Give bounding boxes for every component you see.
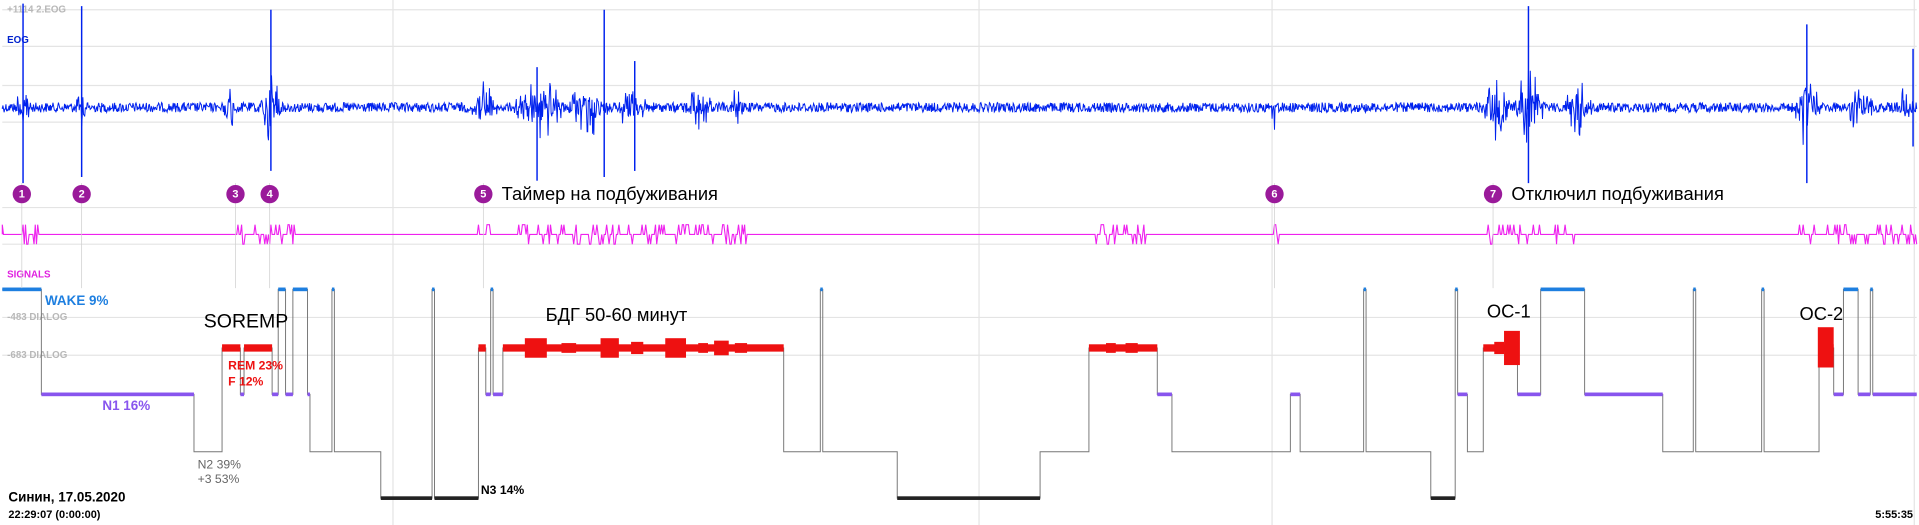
- stage-segment: [485, 392, 491, 397]
- stage-label: N3 14%: [481, 483, 525, 497]
- rem-block: [698, 343, 708, 353]
- stage-segment: [222, 344, 241, 352]
- start-time: 22:29:07 (0:00:00): [8, 509, 100, 521]
- stage-segment: [1858, 392, 1871, 397]
- marker-badge: [226, 184, 245, 204]
- stage-segment: [1457, 392, 1468, 397]
- channel-label: -683 DIALOG: [7, 350, 67, 361]
- annotation: SOREMP: [204, 310, 289, 332]
- stage-segment: [1761, 287, 1765, 292]
- rem-block: [1817, 327, 1834, 368]
- stage-segment: [380, 496, 433, 500]
- marker-badge: [260, 184, 279, 204]
- marker-badge: [474, 184, 493, 204]
- marker-number: 7: [1490, 189, 1496, 201]
- stage-segment: [820, 287, 823, 292]
- signal-trace: [1, 224, 1918, 245]
- stage-segment: [244, 344, 273, 352]
- marker-badge: [1265, 184, 1284, 204]
- stage-segment: [897, 496, 1041, 500]
- stage-label: +3 53%: [198, 472, 240, 486]
- rem-block: [1125, 343, 1138, 353]
- stage-label: N1 16%: [102, 398, 150, 413]
- eog-trace: [1, 3, 1918, 184]
- stage-segment: [1833, 392, 1844, 397]
- eog-line: [1, 70, 1918, 145]
- stage-segment: [331, 287, 335, 292]
- stage-label: N2 39%: [198, 457, 242, 471]
- stage-segment: [1693, 287, 1696, 292]
- stage-segment: [2, 287, 42, 292]
- stage-segment: [1872, 392, 1917, 397]
- rem-block: [524, 338, 547, 358]
- marker-label: Таймер на подбуживания: [502, 183, 718, 204]
- annotation: БДГ 50-60 минут: [546, 304, 688, 325]
- hypnogram: [2, 287, 1917, 500]
- annotation: ОС-2: [1800, 303, 1844, 324]
- stage-segment: [285, 392, 293, 397]
- marker-number: 2: [79, 189, 85, 201]
- stage-label: REM 23%: [228, 358, 283, 372]
- stage-segment: [1363, 287, 1367, 292]
- marker-badge: [1483, 184, 1503, 204]
- signal-line: [1, 224, 1918, 245]
- stage-segment: [1157, 392, 1172, 397]
- rem-block: [561, 343, 577, 353]
- stage-segment: [1290, 392, 1301, 397]
- marker-number: 1: [19, 189, 25, 201]
- stage-segment: [41, 392, 194, 397]
- stage-segment: [272, 392, 279, 397]
- stage-segment: [490, 287, 494, 292]
- stage-segment: [240, 392, 245, 397]
- marker-number: 4: [267, 189, 274, 201]
- stage-segment: [1430, 496, 1456, 500]
- end-time: 5:55:35: [1875, 509, 1913, 521]
- subject: Синин, 17.05.2020: [8, 490, 125, 505]
- stage-segment: [1088, 344, 1158, 352]
- stage-segment: [292, 287, 308, 292]
- marker-number: 3: [232, 189, 238, 201]
- rem-block: [665, 338, 687, 358]
- stage-segment: [307, 392, 310, 397]
- stage-segment: [1584, 392, 1663, 397]
- annotation: ОС-1: [1487, 300, 1531, 321]
- rem-block: [1494, 341, 1505, 355]
- stage-segment: [1455, 287, 1458, 292]
- rem-block: [1504, 330, 1520, 366]
- stage-segment: [493, 392, 503, 397]
- marker-badge: [12, 184, 31, 204]
- channel-label: +1114 2.EOG: [7, 4, 66, 15]
- rem-block: [600, 338, 619, 358]
- marker-number: 5: [480, 189, 486, 201]
- rem-block: [631, 341, 644, 355]
- marker-label: Отключил подбуживания: [1511, 183, 1724, 204]
- rem-block: [734, 343, 748, 353]
- stage-segment: [434, 496, 479, 500]
- stage-segment: [278, 287, 286, 292]
- channel-label: -483 DIALOG: [7, 312, 67, 323]
- stage-label: WAKE 9%: [45, 293, 108, 308]
- marker-badge: [72, 184, 91, 204]
- rem-block: [714, 340, 729, 356]
- stage-segment: [1540, 287, 1585, 292]
- stage-segment: [1843, 287, 1859, 292]
- channel-label: EOG: [7, 35, 29, 46]
- stage-segment: [478, 344, 486, 352]
- marker-number: 6: [1271, 189, 1277, 201]
- channel-label: SIGNALS: [7, 269, 51, 280]
- rem-block: [1106, 343, 1116, 353]
- stage-segment: [1870, 287, 1873, 292]
- stage-label: F 12%: [228, 374, 263, 388]
- markers: 1 2 3 4 5 Таймер на подбуживания 6 7 Отключил по…: [12, 183, 1724, 289]
- stage-segment: [432, 287, 435, 292]
- stage-segment: [1517, 392, 1541, 397]
